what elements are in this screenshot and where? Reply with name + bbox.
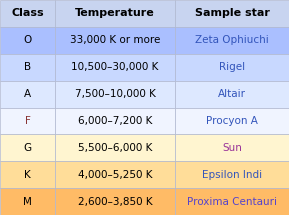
FancyBboxPatch shape — [175, 27, 289, 54]
Text: 4,000–5,250 K: 4,000–5,250 K — [78, 170, 152, 180]
FancyBboxPatch shape — [0, 161, 55, 188]
Text: A: A — [24, 89, 31, 99]
FancyBboxPatch shape — [55, 81, 175, 108]
FancyBboxPatch shape — [0, 27, 55, 54]
FancyBboxPatch shape — [55, 188, 175, 215]
Text: Sun: Sun — [222, 143, 242, 153]
FancyBboxPatch shape — [0, 81, 55, 108]
FancyBboxPatch shape — [175, 0, 289, 27]
FancyBboxPatch shape — [0, 134, 55, 161]
Text: M: M — [23, 197, 32, 207]
FancyBboxPatch shape — [55, 134, 175, 161]
Text: Sample star: Sample star — [194, 9, 269, 18]
Text: Procyon A: Procyon A — [206, 116, 258, 126]
FancyBboxPatch shape — [175, 161, 289, 188]
Text: Class: Class — [11, 9, 44, 18]
FancyBboxPatch shape — [0, 188, 55, 215]
FancyBboxPatch shape — [175, 188, 289, 215]
FancyBboxPatch shape — [0, 54, 55, 81]
FancyBboxPatch shape — [55, 54, 175, 81]
Text: Epsilon Indi: Epsilon Indi — [202, 170, 262, 180]
Text: 6,000–7,200 K: 6,000–7,200 K — [78, 116, 152, 126]
FancyBboxPatch shape — [175, 54, 289, 81]
Text: 5,500–6,000 K: 5,500–6,000 K — [78, 143, 152, 153]
Text: Rigel: Rigel — [219, 62, 245, 72]
FancyBboxPatch shape — [55, 0, 175, 27]
Text: 33,000 K or more: 33,000 K or more — [70, 35, 160, 45]
Text: F: F — [25, 116, 30, 126]
Text: G: G — [23, 143, 32, 153]
Text: Temperature: Temperature — [75, 9, 155, 18]
FancyBboxPatch shape — [55, 108, 175, 134]
FancyBboxPatch shape — [0, 108, 55, 134]
Text: Proxima Centauri: Proxima Centauri — [187, 197, 277, 207]
Text: 7,500–10,000 K: 7,500–10,000 K — [75, 89, 155, 99]
FancyBboxPatch shape — [55, 27, 175, 54]
FancyBboxPatch shape — [0, 0, 55, 27]
FancyBboxPatch shape — [175, 81, 289, 108]
Text: 2,600–3,850 K: 2,600–3,850 K — [78, 197, 152, 207]
Text: B: B — [24, 62, 31, 72]
Text: 10,500–30,000 K: 10,500–30,000 K — [71, 62, 159, 72]
Text: Altair: Altair — [218, 89, 246, 99]
FancyBboxPatch shape — [175, 108, 289, 134]
FancyBboxPatch shape — [55, 161, 175, 188]
FancyBboxPatch shape — [175, 134, 289, 161]
Text: O: O — [23, 35, 32, 45]
Text: Zeta Ophiuchi: Zeta Ophiuchi — [195, 35, 269, 45]
Text: K: K — [24, 170, 31, 180]
